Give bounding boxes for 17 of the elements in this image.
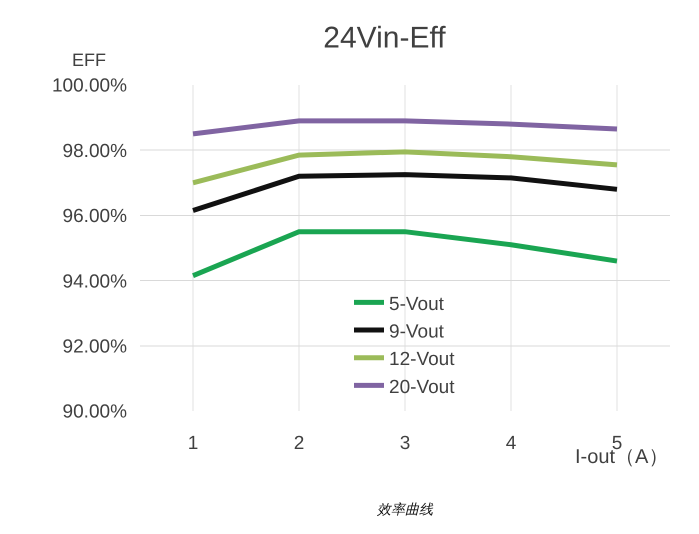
y-tick-label: 98.00% bbox=[62, 140, 128, 162]
y-tick-label: 100.00% bbox=[52, 76, 128, 97]
text: 效率曲线 bbox=[377, 501, 434, 517]
legend-label: 12-Vout bbox=[389, 349, 456, 370]
y-tick-label: 90.00% bbox=[62, 402, 128, 423]
x-tick-label: 1 bbox=[188, 433, 198, 454]
y-tick-label: 92.00% bbox=[62, 336, 128, 358]
legend-label: 20-Vout bbox=[389, 376, 456, 398]
y-tick-label: 94.00% bbox=[62, 271, 128, 292]
legend-label: 5-Vout bbox=[389, 294, 445, 315]
x-tick-label: 4 bbox=[506, 433, 517, 454]
y-axis-title: EFF bbox=[72, 50, 106, 70]
x-tick-label: 3 bbox=[400, 433, 410, 454]
x-tick-label: 2 bbox=[294, 433, 304, 454]
y-tick-label: 96.00% bbox=[62, 206, 128, 228]
legend-label: 9-Vout bbox=[389, 321, 445, 342]
chart-title: 24Vin-Eff bbox=[323, 22, 446, 55]
